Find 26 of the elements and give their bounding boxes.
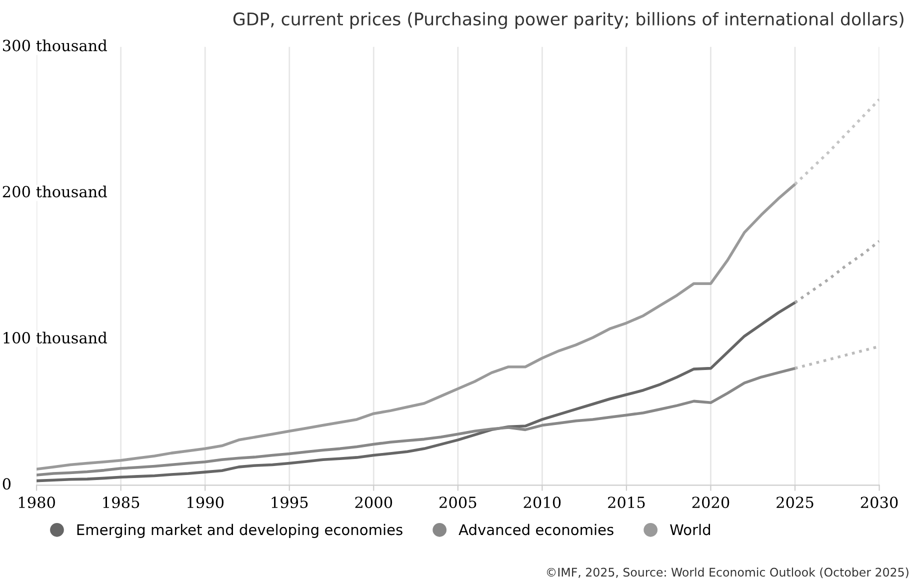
x-tick-label: 1990 [188,496,224,508]
x-tick-label: 2010 [524,496,561,508]
y-tick-label: 300 thousand [3,39,107,52]
x-tick-label: 2030 [860,496,898,508]
chart-title: GDP, current prices (Purchasing power parity; billions of international dollars) [233,12,904,29]
line-series [36,301,796,482]
legend-label: Advanced economies [458,524,614,536]
legend-label: World [670,524,710,536]
legend-label: Emerging market and developing economies [77,524,402,538]
x-tick-label: 2005 [440,496,476,508]
text: ©IMF, 2025, Source: World Economic Outlook (October 2025) [547,568,908,578]
line-series [794,240,880,304]
line-series [36,182,796,471]
x-tick-label: 2020 [692,496,730,508]
y-tick-label: 200 thousand [2,186,107,198]
x-tick-label: 1985 [103,496,140,508]
line-series [36,366,796,476]
x-tick-label: 2000 [355,496,392,508]
line-series [794,345,880,370]
x-tick-label: 2025 [776,496,814,508]
y-tick-label: 100 thousand [4,332,107,344]
y-tick-label: 0 [2,478,11,490]
x-tick-label: 1980 [18,496,55,508]
x-tick-label: 1995 [272,496,308,508]
line-series [794,98,880,186]
x-tick-label: 2015 [608,496,645,508]
